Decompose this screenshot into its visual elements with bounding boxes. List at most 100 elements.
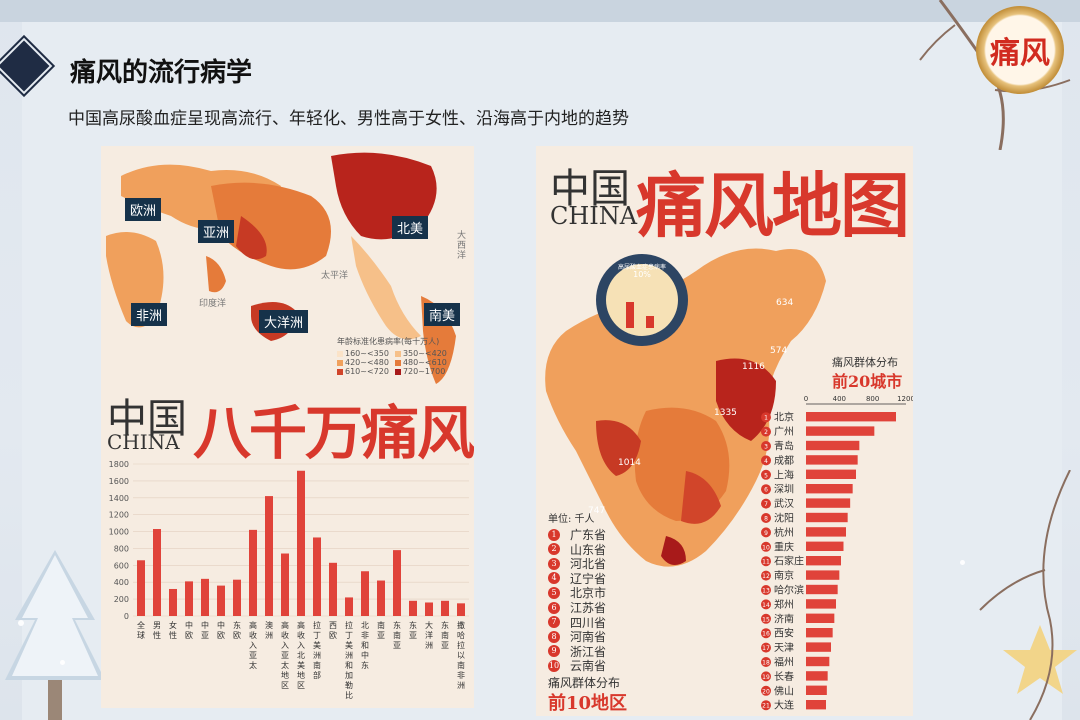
x-tick-label: 东南亚 <box>441 620 449 650</box>
bar <box>806 642 831 652</box>
city-label: 济南 <box>774 612 794 625</box>
x-tick-char: 中 <box>185 620 193 630</box>
x-tick-label: 400 <box>833 395 846 403</box>
x-tick-char: 男 <box>153 621 161 630</box>
province-rank-row: 8 河南省 <box>548 628 606 645</box>
legend-label: 350~<420 <box>402 349 447 358</box>
prevalence-inset: 高尿酸血症患病率 10% <box>596 254 688 346</box>
tree-decoration-bottom-left <box>5 550 105 720</box>
bar <box>806 541 844 551</box>
bar <box>806 426 875 436</box>
x-tick-char: 加 <box>345 670 353 680</box>
x-tick-char: 东 <box>393 620 401 630</box>
world-map <box>101 146 474 386</box>
rank-number: 17 <box>762 645 770 652</box>
x-tick-char: 地 <box>281 670 289 680</box>
bar <box>806 570 840 580</box>
rank-badge <box>761 455 771 466</box>
rank-badge <box>761 657 771 667</box>
legend-label: 480~<610 <box>402 358 447 367</box>
x-tick-char: 中 <box>201 620 209 630</box>
x-tick-char: 全 <box>137 620 145 630</box>
map-label-north-america: 北美 <box>392 216 429 239</box>
x-tick-char: 高 <box>249 620 257 630</box>
x-tick-char: 性 <box>169 630 177 640</box>
x-tick-char: 美 <box>313 640 321 650</box>
legend-label: 720~1700 <box>402 367 446 376</box>
right-heading-red: 痛风地图 <box>636 164 910 247</box>
province-name: 江苏省 <box>570 601 607 615</box>
bar <box>806 613 835 623</box>
rank-badge <box>761 426 771 437</box>
x-tick-label: 东南亚 <box>393 620 401 650</box>
bar <box>153 529 161 616</box>
x-tick-char: 洋 <box>425 630 433 640</box>
x-tick-char: 太 <box>249 660 257 670</box>
y-tick-label: 600 <box>114 561 129 570</box>
city-label: 重庆 <box>774 540 794 553</box>
rank-number: 20 <box>762 688 770 695</box>
bar <box>377 580 385 616</box>
x-tick-char: 哈 <box>457 630 465 640</box>
city-label: 佛山 <box>774 684 794 697</box>
x-tick-char: 和 <box>361 641 369 650</box>
world-gout-poster: 欧洲 亚洲 北美 非洲 大洋洲 南美 太平洋 印度洋 大西洋 年龄标准化患病率(… <box>101 146 474 708</box>
x-tick-label: 东亚 <box>409 620 417 640</box>
legend-item: 480~<610 <box>394 358 447 367</box>
legend-items: 160~<350 350~<420 420~<480 480~<610 610~<720… <box>337 349 469 376</box>
y-tick-label: 1000 <box>109 528 129 537</box>
x-tick-char: 欧 <box>233 630 241 640</box>
province-name: 河北省 <box>570 557 607 572</box>
rank-number: 1 <box>764 415 768 422</box>
rank-number: 8 <box>764 516 768 523</box>
x-tick-char: 洲 <box>265 631 273 640</box>
city-label: 杭州 <box>774 526 794 539</box>
rank-badge <box>761 556 771 567</box>
x-tick-char: 欧 <box>217 630 225 640</box>
x-tick-char: 亚 <box>201 631 209 640</box>
unit-label: 单位: 千人 <box>548 514 595 525</box>
legend-title: 年龄标准化患病率(每十万人) <box>337 337 440 346</box>
x-tick-char: 收 <box>297 630 305 640</box>
snowflake <box>960 560 965 565</box>
x-tick-char: 北 <box>361 621 369 630</box>
x-tick-char: 中 <box>217 620 225 630</box>
rank-number: 4 <box>548 572 560 585</box>
map-label-south-america: 南美 <box>424 303 461 326</box>
y-tick-label: 0 <box>124 612 129 621</box>
city-label: 石家庄 <box>774 555 804 568</box>
x-tick-label: 东欧 <box>233 620 241 640</box>
bar <box>806 469 856 479</box>
rank-badge <box>761 628 771 639</box>
province-name: 辽宁省 <box>570 571 607 586</box>
map-label-asia: 亚洲 <box>198 220 235 243</box>
rank-number: 15 <box>762 616 770 623</box>
province-rank-row: 4 辽宁省 <box>548 570 606 587</box>
bar <box>297 470 305 616</box>
bar <box>425 602 433 616</box>
province-rank-row: 5 北京市 <box>548 584 606 601</box>
x-tick-char: 球 <box>137 630 145 640</box>
x-tick-label: 男性 <box>153 621 161 640</box>
x-tick-char: 北 <box>297 651 305 660</box>
rank-badge <box>761 541 771 552</box>
y-tick-label: 1600 <box>109 477 129 486</box>
bar <box>137 560 145 616</box>
map-label-africa: 非洲 <box>131 303 168 326</box>
rank-badge <box>761 441 771 451</box>
rank-number: 4 <box>764 458 768 465</box>
province-footer-1: 痛风群体分布 <box>548 676 621 690</box>
x-tick-char: 丁 <box>345 631 353 640</box>
rank-number: 21 <box>762 703 770 710</box>
rank-badge <box>761 498 771 509</box>
page-subtitle: 中国高尿酸血症呈现高流行、年轻化、男性高于女性、沿海高于内地的趋势 <box>68 109 629 129</box>
bar <box>169 588 177 616</box>
legend-swatch <box>337 359 343 366</box>
province-rank-row: 6 江苏省 <box>548 599 606 616</box>
rank-number: 12 <box>762 573 770 580</box>
inset-bar-1 <box>626 302 634 328</box>
x-tick-label: 中亚 <box>201 620 209 640</box>
